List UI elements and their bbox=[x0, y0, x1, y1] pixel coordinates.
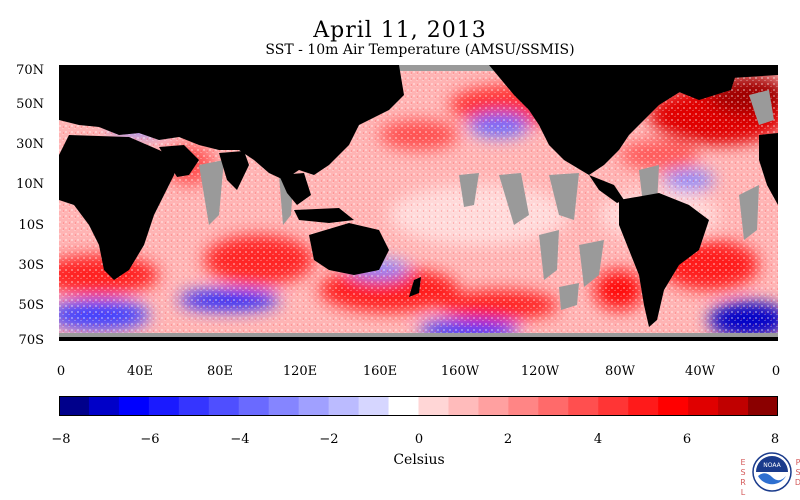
colorbar-tick-neg8: −8 bbox=[51, 432, 71, 447]
colorbar-swatch bbox=[328, 396, 360, 416]
colorbar-swatch bbox=[88, 396, 120, 416]
colorbar-unit: Celsius bbox=[393, 452, 445, 468]
colorbar-swatch bbox=[298, 396, 330, 416]
colorbar-tick-neg6: −6 bbox=[140, 432, 160, 447]
map-subtitle: SST - 10m Air Temperature (AMSU/SSMIS) bbox=[265, 42, 575, 58]
colorbar-swatch bbox=[748, 396, 778, 416]
colorbar-tick-neg4: −4 bbox=[230, 432, 250, 447]
colorbar-swatch bbox=[388, 396, 420, 416]
colorbar-swatch bbox=[238, 396, 270, 416]
colorbar-swatch bbox=[358, 396, 390, 416]
lon-label-40w: 40W bbox=[685, 364, 715, 379]
lon-label-40e: 40E bbox=[126, 364, 154, 379]
colorbar bbox=[59, 396, 778, 416]
colorbar-swatch bbox=[118, 396, 150, 416]
colorbar-swatch bbox=[208, 396, 240, 416]
colorbar-swatch bbox=[718, 396, 749, 416]
colorbar-swatch bbox=[448, 396, 480, 416]
lat-label-50s: 50S bbox=[18, 298, 44, 313]
colorbar-swatch bbox=[568, 396, 599, 416]
lon-label-160w: 160W bbox=[440, 364, 480, 379]
lon-label-80w: 80W bbox=[605, 364, 635, 379]
lat-label-30n: 30N bbox=[16, 137, 44, 152]
land bbox=[59, 65, 778, 341]
lat-label-10s: 10S bbox=[18, 218, 44, 233]
colorbar-swatch bbox=[268, 396, 300, 416]
colorbar-swatch bbox=[688, 396, 719, 416]
colorbar-swatch bbox=[658, 396, 689, 416]
colorbar-swatch bbox=[418, 396, 450, 416]
colorbar-swatch bbox=[478, 396, 509, 416]
lon-label-0-right: 0 bbox=[771, 364, 781, 379]
colorbar-swatch bbox=[148, 396, 180, 416]
noaa-logo: NOAA bbox=[752, 452, 792, 492]
colorbar-swatch bbox=[178, 396, 210, 416]
lon-label-160e: 160E bbox=[362, 364, 398, 379]
lon-label-120w: 120W bbox=[520, 364, 560, 379]
lat-label-70s: 70S bbox=[18, 333, 44, 348]
colorbar-swatch bbox=[59, 396, 90, 416]
lon-label-120e: 120E bbox=[282, 364, 318, 379]
lat-label-50n: 50N bbox=[16, 97, 44, 112]
colorbar-tick-4: 4 bbox=[593, 432, 603, 447]
colorbar-tick-neg2: −2 bbox=[319, 432, 339, 447]
colorbar-swatch bbox=[508, 396, 539, 416]
map-title: April 11, 2013 bbox=[313, 18, 487, 43]
lat-label-30s: 30S bbox=[18, 258, 44, 273]
colorbar-swatch bbox=[598, 396, 629, 416]
lat-label-70n: 70N bbox=[16, 63, 44, 78]
lon-label-80e: 80E bbox=[206, 364, 234, 379]
colorbar-swatch bbox=[538, 396, 569, 416]
colorbar-tick-0: 0 bbox=[414, 432, 424, 447]
sst-map bbox=[59, 65, 778, 341]
colorbar-border bbox=[59, 396, 778, 416]
colorbar-tick-6: 6 bbox=[682, 432, 692, 447]
colorbar-swatch bbox=[628, 396, 659, 416]
colorbar-tick-2: 2 bbox=[503, 432, 513, 447]
svg-text:NOAA: NOAA bbox=[763, 462, 781, 469]
lon-label-0: 0 bbox=[56, 364, 66, 379]
colorbar-tick-8: 8 bbox=[770, 432, 780, 447]
lat-label-10n: 10N bbox=[16, 177, 44, 192]
sst-map-svg bbox=[59, 65, 778, 341]
